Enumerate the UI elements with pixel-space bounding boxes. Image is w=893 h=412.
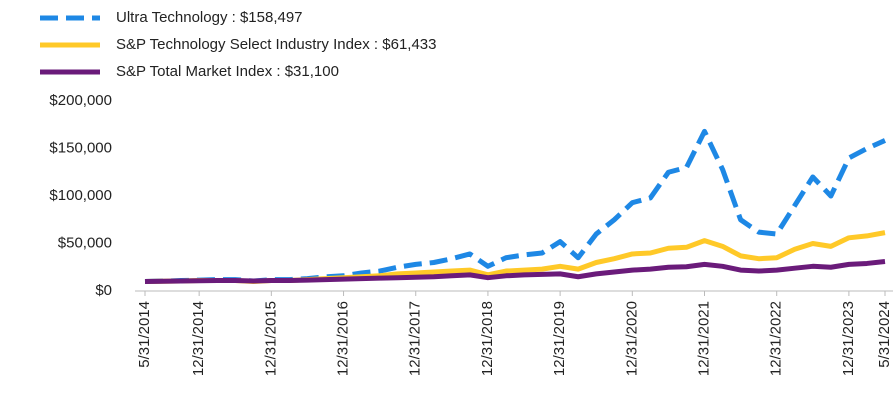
y-tick-label: $200,000 [49,92,112,109]
x-tick-label: 12/31/2019 [551,301,568,376]
legend-label: S&P Technology Select Industry Index : $… [116,36,437,53]
legend-label: S&P Total Market Index : $31,100 [116,63,339,80]
x-tick-label: 12/31/2023 [840,301,857,376]
x-tick-label: 12/31/2022 [768,301,785,376]
x-tick-label: 12/31/2021 [695,301,712,376]
x-tick-label: 12/31/2020 [623,301,640,376]
x-tick-label: 12/31/2017 [407,301,424,376]
x-tick-label: 5/31/2024 [876,301,893,368]
y-tick-label: $50,000 [58,234,112,251]
x-tick-label: 12/31/2018 [479,301,496,376]
series-line [144,128,887,284]
legend-label: Ultra Technology : $158,497 [116,9,303,26]
x-tick-label: 12/31/2016 [335,301,352,376]
x-tick-label: 5/31/2014 [136,301,153,368]
y-tick-label: $0 [95,282,112,299]
y-tick-label: $150,000 [49,139,112,156]
x-tick-label: 12/31/2014 [190,301,207,376]
series-line [144,258,886,284]
y-tick-label: $100,000 [49,187,112,204]
x-tick-label: 12/31/2015 [262,301,279,376]
